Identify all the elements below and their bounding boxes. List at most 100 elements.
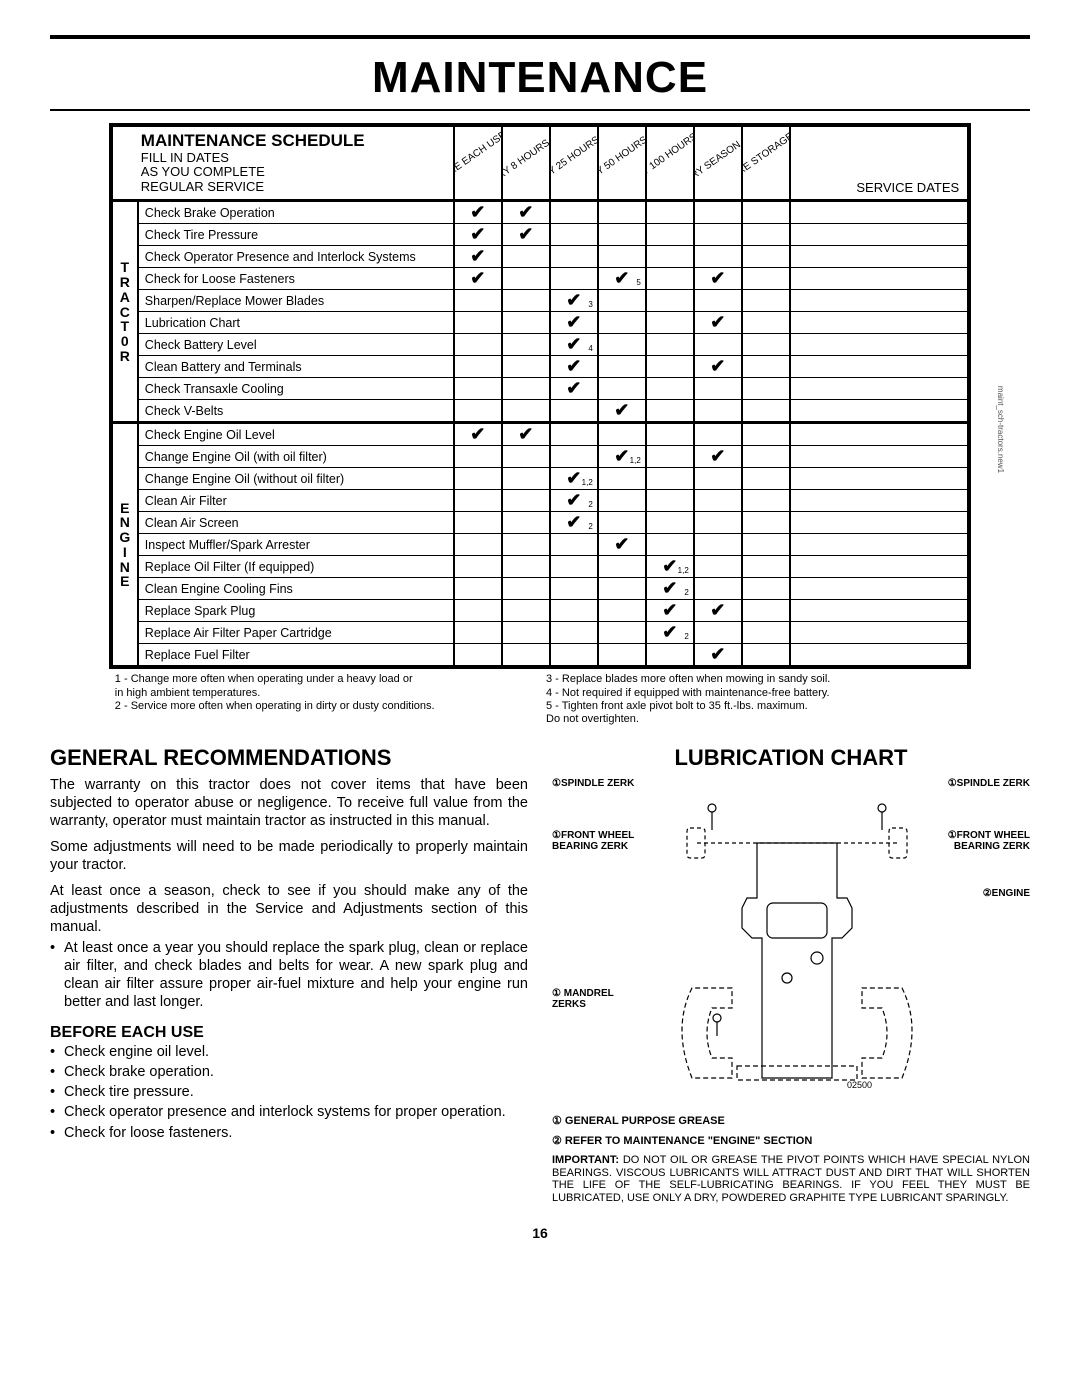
schedule-cell <box>741 268 789 289</box>
schedule-cell <box>693 400 741 421</box>
service-date-cell[interactable] <box>789 378 967 399</box>
schedule-cell: ✔1,2 <box>597 446 645 467</box>
schedule-row: Check Brake Operation✔✔ <box>139 202 967 223</box>
service-date-cell[interactable] <box>789 356 967 377</box>
schedule-cell: ✔ <box>645 600 693 621</box>
schedule-cell <box>741 356 789 377</box>
schedule-cell: ✔ <box>501 224 549 245</box>
schedule-cell <box>597 378 645 399</box>
schedule-cell <box>549 446 597 467</box>
schedule-cell <box>597 512 645 533</box>
schedule-row: Change Engine Oil (with oil filter)✔1,2✔ <box>139 445 967 467</box>
schedule-cell <box>597 224 645 245</box>
schedule-cell <box>453 400 501 421</box>
schedule-cell <box>453 556 501 577</box>
service-date-cell[interactable] <box>789 446 967 467</box>
schedule-cell: ✔ <box>501 424 549 445</box>
footnote-ref: 2 <box>684 632 688 641</box>
check-icon: ✔ <box>566 468 581 489</box>
schedule-row: Clean Battery and Terminals✔✔ <box>139 355 967 377</box>
schedule-section: T R A C T 0 RCheck Brake Operation✔✔Chec… <box>113 202 967 421</box>
service-date-cell[interactable] <box>789 578 967 599</box>
section-side-label: T R A C T 0 R <box>113 202 139 421</box>
section-side-label: E N G I N E <box>113 424 139 665</box>
service-date-cell[interactable] <box>789 512 967 533</box>
schedule-cell: ✔1,2 <box>549 468 597 489</box>
schedule-cell <box>549 268 597 289</box>
schedule-cell <box>597 490 645 511</box>
schedule-row: Replace Fuel Filter✔ <box>139 643 967 665</box>
schedule-cell <box>501 400 549 421</box>
column-header: BEFORE STORAGE <box>741 127 789 199</box>
column-header: EVERY 50 HOURS <box>597 127 645 199</box>
service-date-cell[interactable] <box>789 224 967 245</box>
task-label: Sharpen/Replace Mower Blades <box>139 290 453 311</box>
schedule-row: Clean Engine Cooling Fins✔2 <box>139 577 967 599</box>
schedule-cell <box>741 224 789 245</box>
service-date-cell[interactable] <box>789 202 967 223</box>
schedule-section: E N G I N ECheck Engine Oil Level✔✔Chang… <box>113 421 967 665</box>
service-date-cell[interactable] <box>789 556 967 577</box>
check-icon: ✔ <box>470 202 485 223</box>
schedule-cell <box>597 202 645 223</box>
schedule-cell <box>501 600 549 621</box>
service-date-cell[interactable] <box>789 622 967 643</box>
left-column: GENERAL RECOMMENDATIONS The warranty on … <box>50 744 528 1205</box>
tractor-outline-svg: 02500 <box>642 788 952 1098</box>
service-date-cell[interactable] <box>789 334 967 355</box>
label-frontwheel-left: ①FRONT WHEEL BEARING ZERK <box>552 830 634 852</box>
schedule-body: T R A C T 0 RCheck Brake Operation✔✔Chec… <box>113 202 967 665</box>
schedule-heading-cell: MAINTENANCE SCHEDULE FILL IN DATES AS YO… <box>113 127 453 199</box>
schedule-cell <box>597 246 645 267</box>
schedule-cell <box>549 644 597 665</box>
schedule-cell <box>501 334 549 355</box>
schedule-cell: ✔ <box>693 446 741 467</box>
schedule-cell <box>501 356 549 377</box>
schedule-cell <box>645 378 693 399</box>
check-icon: ✔ <box>710 268 725 289</box>
schedule-cell: ✔ <box>453 224 501 245</box>
service-date-cell[interactable] <box>789 246 967 267</box>
schedule-cell <box>501 556 549 577</box>
service-date-cell[interactable] <box>789 312 967 333</box>
schedule-cell <box>693 512 741 533</box>
schedule-cell <box>741 334 789 355</box>
schedule-cell <box>597 578 645 599</box>
schedule-cell <box>453 334 501 355</box>
task-label: Check V-Belts <box>139 400 453 421</box>
schedule-cell <box>741 534 789 555</box>
column-header: EVERY 8 HOURS <box>501 127 549 199</box>
task-label: Check Tire Pressure <box>139 224 453 245</box>
before-each-use-list: Check engine oil level.Check brake opera… <box>50 1043 528 1142</box>
service-date-cell[interactable] <box>789 290 967 311</box>
check-icon: ✔ <box>518 224 533 245</box>
service-date-cell[interactable] <box>789 600 967 621</box>
service-date-cell[interactable] <box>789 644 967 665</box>
general-p2: Some adjustments will need to be made pe… <box>50 838 528 874</box>
schedule-cell <box>501 290 549 311</box>
schedule-header: MAINTENANCE SCHEDULE FILL IN DATES AS YO… <box>113 127 967 202</box>
service-date-cell[interactable] <box>789 268 967 289</box>
service-date-cell[interactable] <box>789 534 967 555</box>
schedule-cell <box>549 246 597 267</box>
service-date-cell[interactable] <box>789 400 967 421</box>
schedule-cell: ✔ <box>597 534 645 555</box>
schedule-cell: ✔3 <box>549 290 597 311</box>
task-label: Clean Battery and Terminals <box>139 356 453 377</box>
label-spindle-left: ①SPINDLE ZERK <box>552 778 634 789</box>
check-icon: ✔ <box>518 424 533 445</box>
service-date-cell[interactable] <box>789 490 967 511</box>
service-date-cell[interactable] <box>789 468 967 489</box>
check-icon: ✔ <box>614 268 629 289</box>
schedule-cell <box>645 334 693 355</box>
schedule-cell <box>693 556 741 577</box>
column-header: EVERY SEASON <box>693 127 741 199</box>
schedule-cell <box>741 312 789 333</box>
schedule-cell <box>645 246 693 267</box>
service-date-cell[interactable] <box>789 424 967 445</box>
schedule-cell <box>501 246 549 267</box>
schedule-cell <box>741 600 789 621</box>
footnotes-left: 1 - Change more often when operating und… <box>109 673 540 726</box>
task-label: Clean Air Screen <box>139 512 453 533</box>
task-label: Replace Fuel Filter <box>139 644 453 665</box>
